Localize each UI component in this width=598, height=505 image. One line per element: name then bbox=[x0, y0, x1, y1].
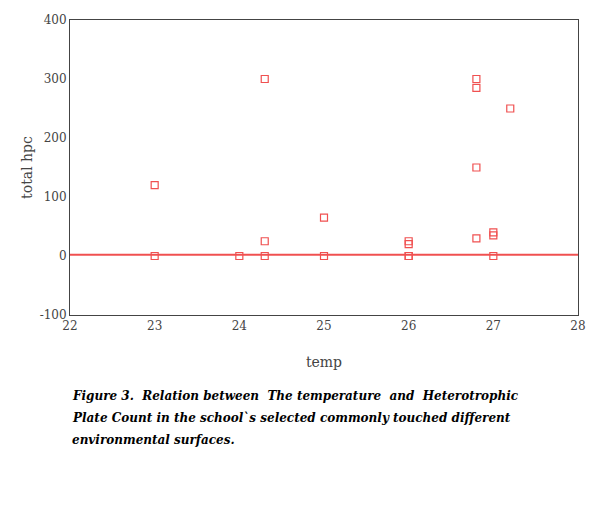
svg-text:Plate Count in the school`s se: Plate Count in the school`s selected com… bbox=[72, 411, 511, 425]
svg-text:environmental surfaces.: environmental surfaces. bbox=[72, 433, 235, 447]
svg-text:24: 24 bbox=[232, 319, 248, 333]
svg-text:27: 27 bbox=[486, 319, 501, 333]
svg-text:400: 400 bbox=[44, 13, 67, 27]
svg-text:Figure 3. Relation between T: Figure 3. Relation between The temperatu… bbox=[72, 389, 519, 403]
svg-text:-100: -100 bbox=[40, 308, 67, 322]
svg-text:100: 100 bbox=[44, 190, 67, 204]
svg-text:26: 26 bbox=[401, 319, 416, 333]
svg-text:22: 22 bbox=[62, 319, 77, 333]
svg-text:total hpc: total hpc bbox=[19, 136, 35, 199]
svg-text:25: 25 bbox=[316, 319, 331, 333]
svg-text:300: 300 bbox=[44, 72, 67, 86]
svg-text:28: 28 bbox=[570, 319, 585, 333]
svg-text:200: 200 bbox=[44, 131, 67, 145]
svg-text:temp: temp bbox=[306, 354, 342, 370]
svg-text:23: 23 bbox=[147, 319, 162, 333]
svg-text:0: 0 bbox=[59, 249, 67, 263]
